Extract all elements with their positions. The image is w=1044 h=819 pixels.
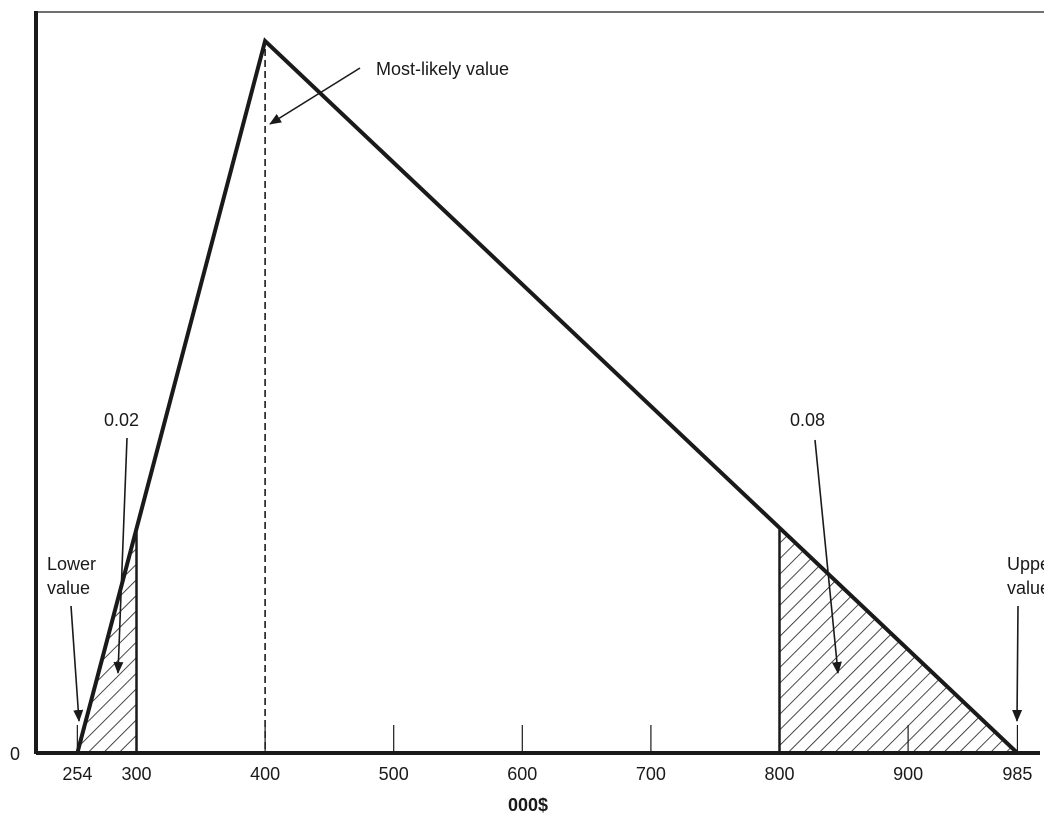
most-likely-annotation: Most-likely value: [376, 59, 509, 79]
upper-value-arrow: [1012, 605, 1023, 722]
x-tick-label-500: 500: [379, 764, 409, 784]
x-tick-label-400: 400: [250, 764, 280, 784]
x-axis-ticks: 254 300 400 500 600 700 800 900 985: [62, 725, 1032, 784]
x-tick-label-254: 254: [62, 764, 92, 784]
x-tick-label-600: 600: [507, 764, 537, 784]
right-probability-label: 0.08: [790, 410, 825, 430]
y-zero-label: 0: [10, 744, 20, 764]
left-probability-label: 0.02: [104, 410, 139, 430]
x-tick-label-900: 900: [893, 764, 923, 784]
x-tick-label-300: 300: [121, 764, 151, 784]
x-tick-label-800: 800: [764, 764, 794, 784]
lower-value-label-line2: value: [47, 578, 90, 598]
right-probability-arrow: [814, 439, 842, 674]
upper-value-label-line2: value: [1007, 578, 1044, 598]
x-tick-label-700: 700: [636, 764, 666, 784]
left-probability-arrow: [113, 437, 128, 674]
x-axis-label: 000$: [508, 795, 548, 815]
x-tick-label-985: 985: [1002, 764, 1032, 784]
triangular-density-line: [75, 37, 1019, 755]
most-likely-arrow: [269, 67, 361, 125]
lower-value-arrow: [70, 605, 84, 722]
upper-value-label-line1: Upper: [1007, 554, 1044, 574]
lower-value-label-line1: Lower: [47, 554, 96, 574]
